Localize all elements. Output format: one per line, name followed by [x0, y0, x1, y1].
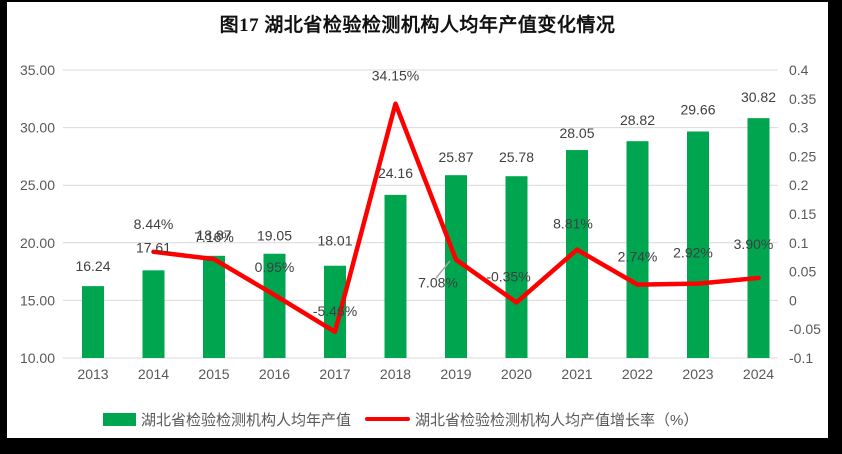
y-axis-left-tick-label: 20.00 [20, 235, 55, 251]
growth-value-label: 3.90% [734, 236, 774, 252]
bar-2018 [384, 194, 407, 358]
y-axis-right-tick-label: 0.1 [789, 235, 809, 251]
x-axis-tick-label: 2017 [319, 366, 350, 382]
y-axis-left-tick-label: 35.00 [20, 62, 55, 78]
bar-value-label: 28.05 [559, 125, 594, 141]
x-axis-tick-label: 2015 [198, 366, 229, 382]
y-axis-right-tick-label: -0.05 [789, 321, 821, 337]
growth-value-label: 2.74% [618, 249, 658, 265]
y-axis-right-tick-label: -0.1 [789, 350, 813, 366]
x-axis-tick-label: 2021 [561, 366, 592, 382]
legend-bar-swatch-icon [103, 412, 136, 426]
bar-2013 [82, 286, 104, 358]
growth-value-label: -5.46% [313, 303, 357, 319]
y-axis-right-tick-label: 0.3 [789, 120, 809, 136]
bar-2024 [747, 118, 770, 359]
bar-2016 [263, 253, 286, 358]
bar-value-label: 18.87 [196, 227, 231, 243]
growth-value-label: -0.35% [486, 268, 530, 284]
chart-title: 图17 湖北省检验检测机构人均年产值变化情况 [219, 15, 616, 36]
legend-bar-label: 湖北省检验检测机构人均年产值 [141, 411, 352, 429]
y-axis-left-tick-label: 25.00 [20, 177, 55, 193]
y-axis-left-tick-label: 30.00 [20, 120, 55, 136]
y-axis-left-tick-label: 10.00 [20, 350, 55, 366]
x-axis-tick-label: 2023 [682, 366, 713, 382]
y-axis-right-tick-label: 0.35 [789, 91, 816, 107]
y-axis-right-tick-label: 0.2 [789, 177, 809, 193]
bar-2020 [505, 176, 528, 358]
bar-value-label: 18.01 [317, 233, 352, 249]
x-axis-tick-label: 2019 [440, 366, 471, 382]
bar-value-label: 29.66 [680, 102, 715, 118]
bar-value-label: 19.05 [257, 228, 292, 244]
growth-value-label: 8.81% [553, 216, 593, 232]
chart-frame: 图17 湖北省检验检测机构人均年产值变化情况 35.00 30.00 25.00 20… [7, 2, 828, 438]
x-axis-tick-label: 2018 [380, 366, 411, 382]
y-axis-right-tick-label: 0.25 [789, 148, 816, 164]
legend-line-swatch-icon [365, 416, 411, 422]
bar-value-label: 28.82 [620, 112, 655, 128]
bar-2022 [626, 141, 649, 358]
label-leader-line [435, 260, 451, 279]
x-axis-tick-label: 2022 [622, 366, 653, 382]
legend: 湖北省检验检测机构人均年产值 湖北省检验检测机构人均产值增长率（%） [103, 407, 698, 431]
combo-chart: 35.00 30.00 25.00 20.00 15.00 10.00 0.4 0.35 0.3… [20, 62, 821, 382]
growth-value-label: 7.16% [194, 229, 234, 245]
bar-2014 [142, 270, 165, 358]
growth-value-label: 0.95% [255, 259, 295, 275]
y-axis-right-tick-label: 0.05 [789, 264, 816, 280]
y-axis-right-tick-label: 0.15 [789, 206, 816, 222]
x-axis-tick-label: 2016 [259, 366, 290, 382]
bar-2017 [324, 265, 346, 358]
x-axis-tick-label: 2024 [743, 366, 774, 382]
y-axis-right-tick-label: 0 [789, 292, 797, 308]
x-axis-tick-label: 2013 [77, 366, 108, 382]
bar-value-label: 17.61 [136, 239, 171, 255]
bar-2021 [566, 150, 588, 358]
y-axis-right-tick-label: 0.4 [789, 62, 809, 78]
bar-value-label: 16.24 [75, 258, 110, 274]
x-axis-tick-label: 2020 [501, 366, 532, 382]
bar-2019 [445, 175, 467, 358]
growth-value-label: 7.08% [418, 275, 458, 291]
growth-trend-line [151, 101, 761, 335]
growth-value-label: 8.44% [134, 216, 174, 232]
x-axis-tick-label: 2014 [138, 366, 169, 382]
growth-value-label: 34.15% [372, 68, 419, 84]
bar-value-label: 25.78 [499, 149, 534, 165]
bar-value-label: 24.16 [378, 165, 413, 181]
bar-2023 [687, 131, 709, 358]
bar-2015 [203, 255, 225, 358]
legend-line-label: 湖北省检验检测机构人均产值增长率（%） [415, 411, 699, 429]
bar-value-label: 30.82 [741, 89, 776, 105]
y-axis-left-tick-label: 15.00 [20, 292, 55, 308]
growth-value-label: 2.92% [673, 245, 713, 261]
bar-value-label: 25.87 [438, 149, 473, 165]
